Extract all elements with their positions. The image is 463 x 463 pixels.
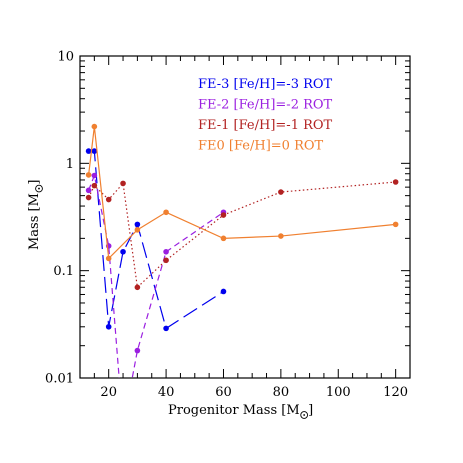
data-point <box>134 221 141 228</box>
data-point <box>85 187 92 194</box>
x-tick-label: 120 <box>383 385 408 400</box>
data-point <box>163 257 169 264</box>
solar-symbol-icon <box>300 411 309 419</box>
y-axis-title: Mass [M <box>27 193 42 250</box>
data-point <box>134 347 141 354</box>
data-point <box>220 212 227 218</box>
data-point <box>85 148 92 154</box>
data-point <box>91 148 98 154</box>
data-point <box>392 221 399 228</box>
x-axis-title-suffix: ] <box>308 403 313 418</box>
x-tick-label: 80 <box>273 385 290 400</box>
y-tick-label: 0.01 <box>45 372 74 387</box>
data-point <box>134 227 141 233</box>
series-4 <box>85 123 399 262</box>
series-3 <box>85 179 399 291</box>
plot-frame <box>79 55 411 379</box>
data-point <box>105 323 112 330</box>
y-tick-label: 10 <box>57 50 74 65</box>
data-point <box>91 123 98 130</box>
data-point <box>278 189 284 195</box>
data-point <box>105 196 112 203</box>
y-tick-label: 0.1 <box>53 264 74 279</box>
series-line <box>88 181 396 289</box>
data-point <box>220 235 227 242</box>
series-line <box>88 150 224 330</box>
data-point <box>85 172 92 178</box>
data-point <box>91 182 98 189</box>
data-point <box>392 179 399 185</box>
legend-entry: FE0 [Fe/H]=0 ROT <box>198 139 324 154</box>
legend-entry: FE-2 [Fe/H]=-2 ROT <box>198 98 333 113</box>
solar-symbol-icon <box>35 184 43 193</box>
legend-entry: FE-1 [Fe/H]=-1 ROT <box>198 118 333 133</box>
x-tick-label: 100 <box>326 385 351 400</box>
series-2 <box>85 172 227 430</box>
x-axis-title: Progenitor Mass [M <box>168 403 300 418</box>
data-point <box>91 172 98 179</box>
series-1 <box>85 148 227 332</box>
data-point <box>120 424 126 430</box>
y-axis-title-suffix: ] <box>27 180 42 185</box>
data-point <box>220 288 227 295</box>
x-tick-label: 40 <box>158 385 175 400</box>
data-point <box>278 233 284 239</box>
data-point <box>163 248 169 255</box>
data-point <box>134 284 141 291</box>
data-point <box>105 255 112 262</box>
x-tick-label: 20 <box>100 385 117 400</box>
data-point <box>120 248 126 255</box>
legend-entry: FE-3 [Fe/H]=-3 ROT <box>198 77 333 92</box>
data-point <box>85 194 92 201</box>
y-tick-label: 1 <box>66 157 74 172</box>
data-point <box>120 180 126 187</box>
data-point <box>163 325 169 332</box>
data-point <box>163 209 169 216</box>
x-tick-label: 60 <box>215 385 232 400</box>
y-axis-title-group: Mass [M] <box>27 180 43 250</box>
series-line <box>88 126 396 260</box>
